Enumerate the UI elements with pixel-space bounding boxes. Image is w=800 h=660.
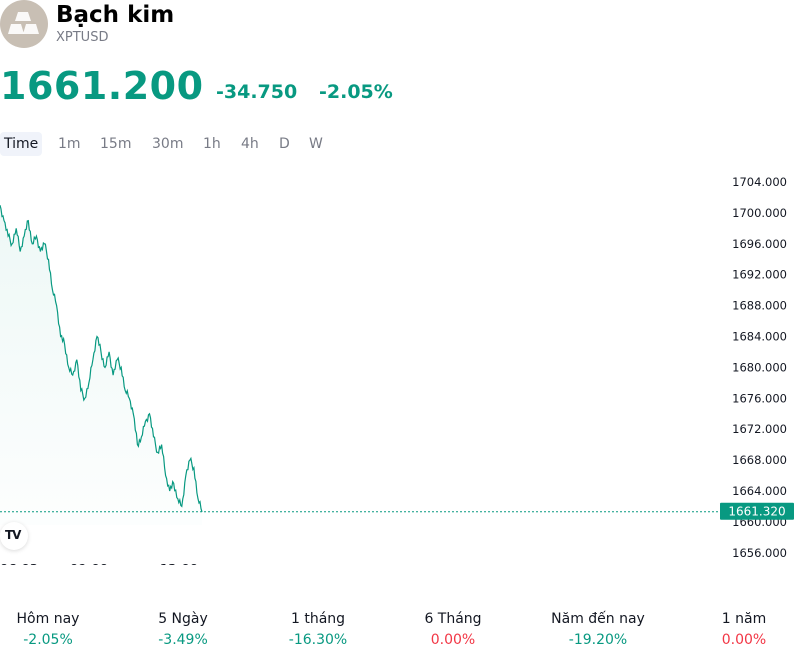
period-1-year[interactable]: 1 năm 0.00%: [721, 611, 767, 648]
y-tick-label: 1664.000: [732, 484, 787, 498]
period-today[interactable]: Hôm nay -2.05%: [16, 611, 80, 648]
tab-15m[interactable]: 15m: [100, 136, 132, 152]
symbol-name: Bạch kim: [56, 2, 175, 28]
y-tick-label: 1704.000: [732, 175, 787, 189]
x-tick-label: 12:00: [160, 562, 198, 565]
price-chart[interactable]: 1704.000 1700.000 1696.000 1692.000 1688.000…: [0, 165, 800, 565]
x-tick-label: 06:03: [0, 562, 38, 565]
period-ytd[interactable]: Năm đến nay -19.20%: [551, 611, 645, 648]
price-change-percent: -2.05%: [319, 81, 393, 103]
y-tick-label: 1696.000: [732, 237, 787, 251]
y-tick-label: 1684.000: [732, 330, 787, 344]
y-tick-label: 1676.000: [732, 391, 787, 405]
tab-d[interactable]: D: [279, 136, 290, 152]
tab-1m[interactable]: 1m: [58, 136, 81, 152]
period-5-days[interactable]: 5 Ngày -3.49%: [158, 611, 208, 648]
period-1-month[interactable]: 1 tháng -16.30%: [288, 611, 348, 648]
y-tick-label: 1668.000: [732, 453, 787, 467]
tradingview-logo[interactable]: TV: [0, 522, 28, 550]
svg-text:1661.320: 1661.320: [728, 505, 785, 519]
performance-periods: Hôm nay -2.05% 5 Ngày -3.49% 1 tháng -16…: [0, 608, 800, 656]
last-price: 1661.200: [0, 64, 204, 108]
tab-time[interactable]: Time: [0, 132, 43, 156]
y-tick-label: 1692.000: [732, 268, 787, 282]
y-tick-label: 1656.000: [732, 546, 787, 560]
tab-w[interactable]: W: [309, 136, 323, 152]
x-tick-label: 09:00: [70, 562, 108, 565]
y-tick-label: 1680.000: [732, 360, 787, 374]
tab-1h[interactable]: 1h: [203, 136, 221, 152]
current-price-tag: 1661.320: [720, 502, 794, 520]
price-change: -34.750: [216, 81, 298, 103]
platinum-bars-icon: [0, 0, 48, 48]
symbol-header: Bạch kim XPTUSD: [0, 0, 800, 60]
y-tick-label: 1700.000: [732, 206, 787, 220]
price-line: [0, 205, 203, 513]
period-6-months[interactable]: 6 Tháng 0.00%: [424, 611, 482, 648]
tab-4h[interactable]: 4h: [241, 136, 259, 152]
y-tick-label: 1688.000: [732, 299, 787, 313]
symbol-ticker: XPTUSD: [56, 30, 109, 45]
tab-30m[interactable]: 30m: [152, 136, 184, 152]
y-tick-label: 1672.000: [732, 422, 787, 436]
price-area: [0, 205, 202, 525]
